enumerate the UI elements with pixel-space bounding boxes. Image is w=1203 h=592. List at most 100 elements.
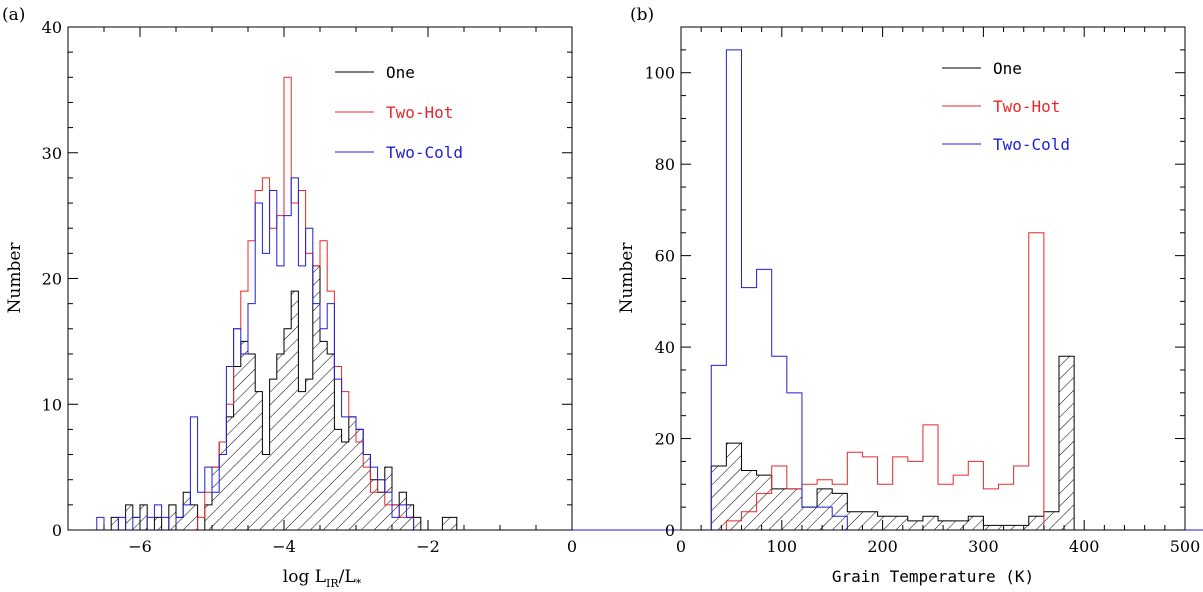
panel-b-ticks: 0 100 200 300 400 500 0 20 40 60 80 100	[644, 26, 1200, 556]
y-tick-label: 40	[655, 338, 675, 357]
x-tick-label: 400	[1069, 537, 1100, 556]
hatch-bar	[132, 517, 140, 530]
hatch-bar	[1043, 511, 1059, 530]
hatch-bar	[817, 488, 833, 530]
hatch-bar	[125, 504, 133, 530]
hatch-bar	[327, 353, 335, 530]
hatch-bar	[847, 511, 863, 530]
hatch-bar	[269, 379, 277, 530]
y-tick-label: 60	[655, 247, 675, 266]
hatch-bar	[262, 454, 270, 530]
x-tick-label: 100	[767, 537, 798, 556]
series-two-hot	[711, 232, 1075, 531]
panel-b-label: (b)	[630, 5, 654, 25]
hatch-bar	[334, 429, 342, 530]
hatch-bar	[983, 525, 999, 530]
series-one	[96, 265, 1203, 531]
y-tick-label: 0	[665, 521, 675, 540]
histogram-outline	[711, 232, 1075, 531]
hatch-bar	[312, 265, 320, 530]
legend-label: One	[993, 59, 1022, 78]
hatch-bar	[998, 525, 1014, 530]
hatch-bar	[305, 379, 313, 530]
y-tick-label: 10	[42, 395, 62, 414]
hatch-bar	[348, 416, 356, 530]
hatch-bar	[786, 488, 802, 530]
hatch-bar	[938, 520, 954, 530]
hatch-bar	[356, 429, 364, 530]
histogram-outline	[710, 355, 1075, 530]
hatch-bar	[953, 520, 969, 530]
hatch-bar	[370, 479, 378, 530]
hatch-bar	[183, 492, 191, 530]
panel-b-xlabel: Grain Temperature (K)	[832, 567, 1034, 586]
panel-b: (b) 0 100 200 300 400 500 0 20 40 60 80 100 One Two-…	[617, 5, 1200, 586]
xlabel-sub-ir: IR	[326, 577, 339, 590]
hatch-bar	[922, 516, 939, 530]
hatch-bar	[111, 517, 119, 530]
hatch-bar	[892, 516, 908, 530]
hatch-bar	[140, 504, 148, 530]
hatch-bar	[741, 470, 757, 530]
x-tick-label: 0	[676, 537, 686, 556]
legend-label: Two-Cold	[386, 143, 463, 162]
xlabel-main: log L	[283, 567, 326, 587]
hatch-bar	[226, 416, 234, 530]
y-tick-label: 0	[52, 521, 62, 540]
hatch-bar	[968, 516, 984, 530]
x-tick-label: 0	[567, 537, 577, 556]
hatch-bar	[771, 488, 787, 530]
panel-a-legend: One Two-Hot Two-Cold	[335, 63, 463, 162]
hatch-bar	[1028, 516, 1044, 530]
panel-a-ylabel: Number	[5, 242, 25, 314]
hatch-bar	[255, 391, 263, 530]
x-tick-label: 200	[867, 537, 898, 556]
x-tick-label: −2	[416, 537, 440, 556]
hatch-bar	[449, 517, 457, 530]
y-tick-label: 40	[42, 18, 62, 37]
hatch-bar	[907, 520, 923, 530]
hatch-bar	[276, 353, 284, 530]
legend-label: One	[386, 63, 415, 82]
hatch-bar	[233, 366, 241, 530]
hatch-bar	[862, 511, 878, 530]
legend-label: Two-Hot	[386, 103, 453, 122]
hatch-bar	[1013, 525, 1029, 530]
legend-label: Two-Hot	[993, 97, 1060, 116]
y-tick-label: 100	[644, 64, 675, 83]
hatch-bar	[711, 465, 727, 530]
panel-a-ticks: −6 −4 −2 0 0 10 20 30 40	[42, 18, 577, 556]
hatch-bar	[154, 517, 162, 530]
y-tick-label: 20	[42, 270, 62, 289]
hatch-bar	[377, 492, 385, 530]
y-tick-label: 80	[655, 155, 675, 174]
xlabel-sub-star: *	[356, 577, 362, 590]
hatch-bar	[726, 443, 742, 530]
hatch-bar	[413, 517, 421, 530]
panel-a-label: (a)	[2, 5, 25, 25]
hatch-bar	[320, 341, 328, 530]
hatch-bar	[219, 441, 227, 530]
hatch-bar	[284, 328, 292, 530]
hatch-bar	[801, 507, 818, 530]
hatch-bar	[442, 517, 450, 530]
hatch-bar	[298, 391, 306, 530]
hatch-bar	[168, 504, 176, 530]
xlabel-mid: /L	[339, 567, 356, 587]
hatch-bar	[190, 504, 198, 530]
hatch-bar	[399, 492, 407, 530]
x-tick-label: 300	[968, 537, 999, 556]
y-tick-label: 30	[42, 144, 62, 163]
hatch-bar	[363, 454, 371, 530]
y-tick-label: 20	[655, 430, 675, 449]
hatch-bar	[248, 353, 256, 530]
legend-label: Two-Cold	[993, 135, 1070, 154]
hatch-bar	[212, 467, 220, 530]
hatch-bar	[832, 493, 848, 530]
panel-b-ylabel: Number	[617, 242, 637, 314]
panel-a-xlabel: log LIR/L*	[283, 567, 362, 590]
hatch-bar	[1059, 356, 1075, 530]
x-tick-label: −6	[128, 537, 152, 556]
hatch-bar	[176, 517, 184, 530]
